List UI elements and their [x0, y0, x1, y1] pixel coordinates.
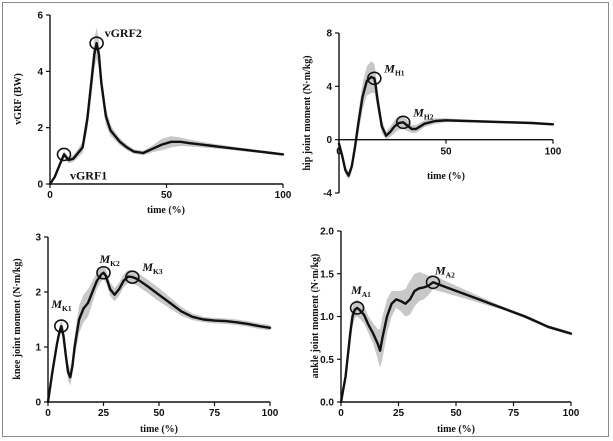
- vgrf-sd-band: [50, 27, 283, 185]
- knee-y-tick-label: 3: [35, 233, 41, 244]
- knee-panel: 0 25 50 75 100 0 1 2 3 time (%) knee joint moment …: [12, 233, 279, 436]
- peak-label-main: M: [50, 297, 62, 311]
- ankle-sd-band: [341, 272, 571, 402]
- peak-label-main: M: [383, 61, 395, 75]
- peak-label-main: M: [141, 260, 153, 274]
- hip-y-axis-title: hip joint moment (N·m/kg): [302, 55, 313, 170]
- knee-sd-band: [48, 266, 270, 402]
- knee-x-tick-label: 75: [209, 408, 221, 419]
- vgrf-y-tick-label: 2: [37, 123, 43, 134]
- peak-label-subscript: H1: [395, 68, 405, 77]
- ankle-y-tick-label: 0.5: [320, 355, 334, 366]
- ankle-y-tick-label: 0.0: [320, 398, 334, 409]
- knee-y-tick-label: 0: [35, 398, 41, 409]
- peak-label-main: M: [350, 283, 362, 297]
- hip-x-axis-title: time (%): [427, 171, 465, 182]
- hip-x-tick-label: 100: [545, 147, 562, 158]
- peak-label-subscript: A1: [362, 290, 371, 299]
- vgrf-x-axis-title: time (%): [147, 205, 185, 216]
- ankle-x-tick-label: 25: [393, 408, 405, 419]
- ankle-peak-marker: [349, 301, 365, 315]
- knee-y-axis-title: knee joint moment (N·m/kg): [12, 258, 23, 379]
- peak-label-main: vGRF1: [70, 168, 107, 182]
- vgrf-x-tick-label: 50: [161, 190, 173, 201]
- hip-y-tick-label: -4: [323, 189, 332, 200]
- vgrf-y-tick-label: 6: [37, 11, 43, 22]
- ankle-x-tick-label: 50: [450, 408, 462, 419]
- peak-label-subscript: K3: [153, 267, 163, 276]
- peak-label-subscript: A2: [446, 270, 455, 279]
- vgrf-y-tick-label: 4: [37, 67, 43, 78]
- ankle-y-axis-title: ankle joint moment (N·m/kg): [310, 254, 321, 379]
- knee-peak-marker: [125, 270, 140, 284]
- ankle-panel: 0 25 50 75 100 0.0 0.5 1.0 1.5 2.0 time (%) ankle j…: [310, 227, 580, 436]
- vgrf-y-tick-label: 0: [37, 180, 43, 191]
- ankle-y-tick-label: 2.0: [320, 227, 334, 238]
- knee-x-tick-label: 25: [98, 408, 110, 419]
- vgrf-peak-label: vGRF1: [70, 168, 107, 182]
- hip-y-tick-label: 0: [326, 135, 332, 146]
- knee-peak-label: MK1: [50, 297, 72, 313]
- ankle-x-axis-title: time (%): [437, 424, 475, 435]
- ankle-y-tick-label: 1.0: [320, 312, 334, 323]
- knee-x-tick-label: 0: [45, 408, 51, 419]
- ankle-x-tick-label: 75: [508, 408, 520, 419]
- hip-mean-line: [337, 75, 555, 177]
- knee-y-tick-label: 1: [35, 343, 41, 354]
- vgrf-x-tick-label: 0: [47, 190, 53, 201]
- vgrf-mean-line: [48, 42, 285, 186]
- knee-x-tick-label: 100: [262, 408, 279, 419]
- hip-x-tick-label: 50: [440, 147, 452, 158]
- ankle-peak-label: MA2: [434, 263, 455, 279]
- hip-y-tick-label: 8: [326, 29, 332, 40]
- vgrf-peak-marker: [56, 147, 72, 162]
- peak-label-subscript: K2: [110, 259, 120, 268]
- hip-panel: 0 50 100 -4 0 4 8 time (%) hip joint moment (N·m…: [302, 29, 562, 200]
- vgrf-panel: 0 50 100 0 2 4 6 time (%) vGRF (BW) vGRF1 vGRF2: [13, 11, 292, 217]
- vgrf-y-axis-title: vGRF (BW): [13, 73, 24, 125]
- hip-peak-label: MH1: [383, 61, 405, 77]
- peak-label-subscript: K1: [62, 304, 72, 313]
- ankle-peak-marker: [425, 275, 441, 290]
- vgrf-x-tick-label: 100: [275, 190, 292, 201]
- ankle-mean-line: [339, 281, 573, 404]
- vgrf-peak-marker: [89, 36, 104, 50]
- peak-label-subscript: H2: [424, 112, 434, 121]
- peak-label-main: M: [434, 263, 446, 277]
- ankle-peak-label: MA1: [350, 283, 371, 299]
- knee-peak-marker: [54, 319, 69, 333]
- knee-peak-marker: [96, 265, 111, 280]
- peak-label-main: M: [412, 105, 424, 119]
- vgrf-peak-label: vGRF2: [105, 26, 142, 40]
- hip-y-tick-label: 4: [326, 82, 332, 93]
- knee-x-tick-label: 50: [153, 408, 165, 419]
- hip-x-tick-label: 0: [336, 147, 342, 158]
- knee-y-tick-label: 2: [35, 288, 41, 299]
- peak-label-main: M: [99, 252, 111, 266]
- hip-peak-marker: [367, 71, 382, 86]
- knee-x-axis-title: time (%): [140, 424, 178, 435]
- figure-frame: [2, 2, 609, 437]
- knee-peak-label: MK3: [141, 260, 163, 276]
- knee-mean-line: [46, 271, 272, 404]
- knee-peak-label: MK2: [99, 252, 121, 268]
- ankle-x-tick-label: 0: [338, 408, 344, 419]
- peak-label-main: vGRF2: [105, 26, 142, 40]
- ankle-x-tick-label: 100: [563, 408, 580, 419]
- hip-peak-marker: [395, 115, 411, 130]
- hip-peak-label: MH2: [412, 105, 434, 121]
- ankle-y-tick-label: 1.5: [320, 269, 334, 280]
